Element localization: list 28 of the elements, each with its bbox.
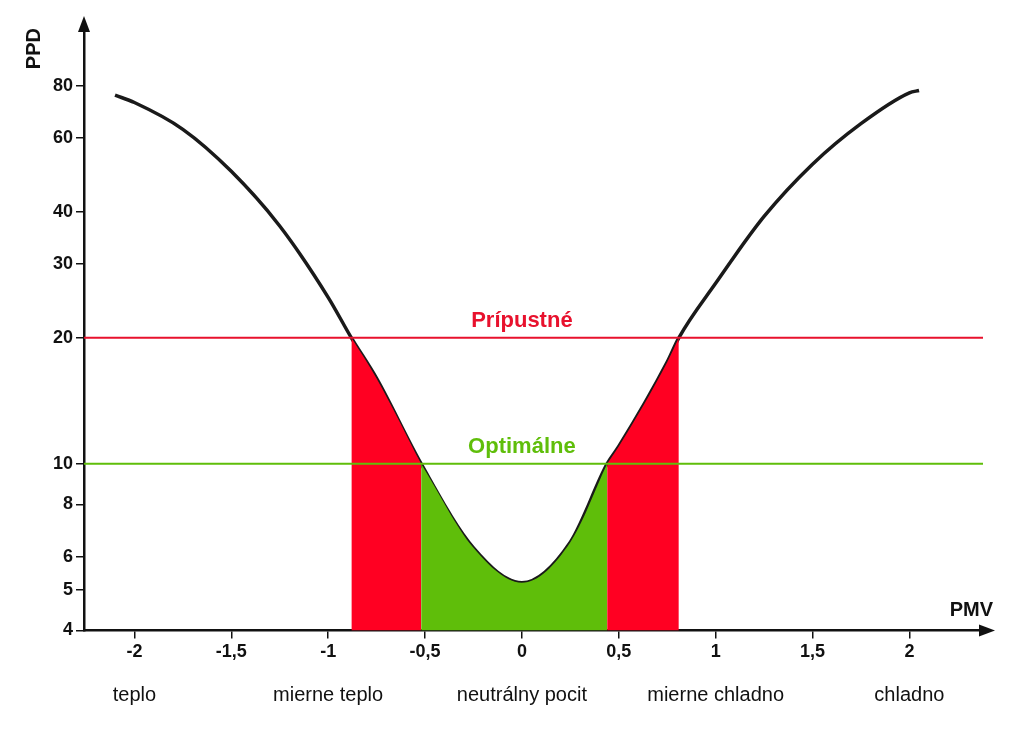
y-tick-label: 6 [63,545,74,566]
x-tick-label: 1,5 [799,641,826,662]
y-tick-label: 80 [52,74,74,95]
text: mierne chladno [647,682,785,705]
text: neutrálny pocit [456,682,588,705]
x-tick-label: 1 [710,641,721,662]
x-tick-label: -1 [320,641,337,662]
x-tick-label: -2 [126,641,143,662]
x-tick-label: 0 [516,641,527,662]
y-tick-label: 4 [63,619,74,640]
y-axis-title: PPD [21,28,44,70]
y-tick-label: 30 [52,253,74,274]
y-tick-label: 20 [52,326,74,347]
ref-line-label: Optimálne [468,432,576,458]
y-tick-label: 10 [52,452,74,473]
text: teplo [112,682,157,705]
text: mierne teplo [273,682,384,705]
x-tick-label: 2 [904,641,915,662]
text: chladno [874,682,945,705]
y-tick-label: 60 [52,127,74,148]
x-axis-title: PMV [949,597,994,620]
y-tick-label: 40 [52,200,74,221]
x-tick-label: -1,5 [215,641,247,662]
ref-line-label: Prípustné [471,306,573,332]
y-tick-label: 5 [63,578,74,599]
x-tick-label: 0,5 [606,641,632,662]
y-tick-label: 8 [63,493,74,514]
x-tick-label: -0,5 [409,641,441,662]
